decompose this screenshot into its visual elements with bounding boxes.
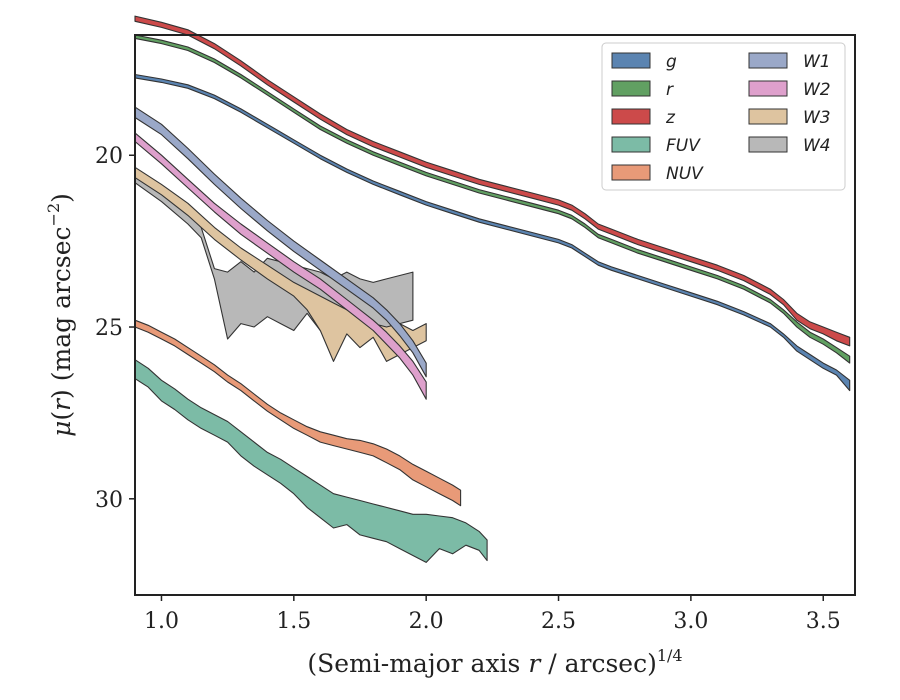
x-tick-label: 3.5 [806, 609, 841, 634]
legend-swatch-nuv [611, 164, 651, 181]
band-r [134, 34, 851, 364]
x-tick-label: 1.0 [144, 609, 179, 634]
y-tick-label: 30 [95, 488, 123, 513]
legend-label-w4: W4 [803, 136, 831, 156]
band-z [134, 15, 851, 347]
band-w1 [134, 106, 427, 378]
y-tick-label: 25 [95, 316, 123, 341]
x-axis-label: (Semi-major axis r / arcsec)1/4 [307, 646, 682, 678]
legend-swatch-g [611, 52, 651, 69]
legend-label-w3: W3 [803, 108, 831, 128]
y-axis-label-text: μ(r) (mag arcsec−2) [44, 193, 76, 437]
x-tick-label: 3.0 [673, 609, 708, 634]
plot-frame [134, 34, 856, 596]
x-tick-label: 2.5 [541, 609, 576, 634]
band-nuv [134, 319, 462, 507]
band-g [134, 73, 851, 392]
legend-swatch-w2 [748, 80, 788, 97]
legend-swatch-z [611, 108, 651, 125]
x-tick-label: 2.0 [409, 609, 444, 634]
band-w3 [134, 166, 427, 362]
legend-label-r: r [666, 80, 674, 100]
band-fuv [134, 359, 488, 563]
legend-swatch-w1 [748, 52, 788, 69]
x-tick-label: 1.5 [276, 609, 311, 634]
legend-swatch-w3 [748, 108, 788, 125]
y-axis-ticks: 20 25 30 [95, 144, 135, 513]
legend: grz FUV NUV W1 W2 W3 W4 [601, 42, 846, 191]
legend-swatch-fuv [611, 136, 651, 153]
x-axis-label-text: (Semi-major axis r / arcsec)1/4 [307, 646, 682, 678]
legend-label-nuv: NUV [666, 164, 704, 184]
legend-label-fuv: FUV [666, 136, 701, 156]
band-w2 [134, 132, 427, 400]
series-bands [134, 15, 851, 563]
legend-label-w1: W1 [803, 52, 831, 72]
legend-swatch-w4 [748, 136, 788, 153]
legend-label-z: z [665, 108, 676, 128]
x-axis-ticks: 1.0 1.5 2.0 2.5 3.0 3.5 [144, 595, 841, 634]
y-tick-label: 20 [95, 144, 123, 169]
y-axis-label: μ(r) (mag arcsec−2) [44, 193, 76, 437]
legend-label-g: g [666, 52, 677, 72]
legend-label-w2: W2 [803, 80, 831, 100]
legend-swatch-r [611, 80, 651, 97]
legend-frame [601, 42, 846, 191]
